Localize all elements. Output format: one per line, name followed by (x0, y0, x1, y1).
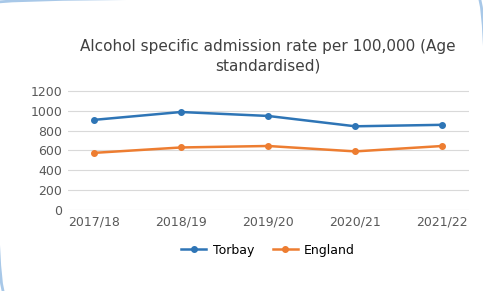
Line: England: England (91, 143, 445, 156)
England (178, 146, 184, 149)
Torbay (91, 118, 97, 122)
Title: Alcohol specific admission rate per 100,000 (Age
standardised): Alcohol specific admission rate per 100,… (80, 39, 456, 73)
Torbay (265, 114, 271, 118)
England (91, 151, 97, 155)
Torbay (440, 123, 445, 127)
England (265, 144, 271, 148)
Torbay (352, 125, 358, 128)
Torbay (178, 110, 184, 114)
Legend: Torbay, England: Torbay, England (176, 239, 360, 262)
England (440, 144, 445, 148)
Line: Torbay: Torbay (91, 109, 445, 129)
England (352, 150, 358, 153)
